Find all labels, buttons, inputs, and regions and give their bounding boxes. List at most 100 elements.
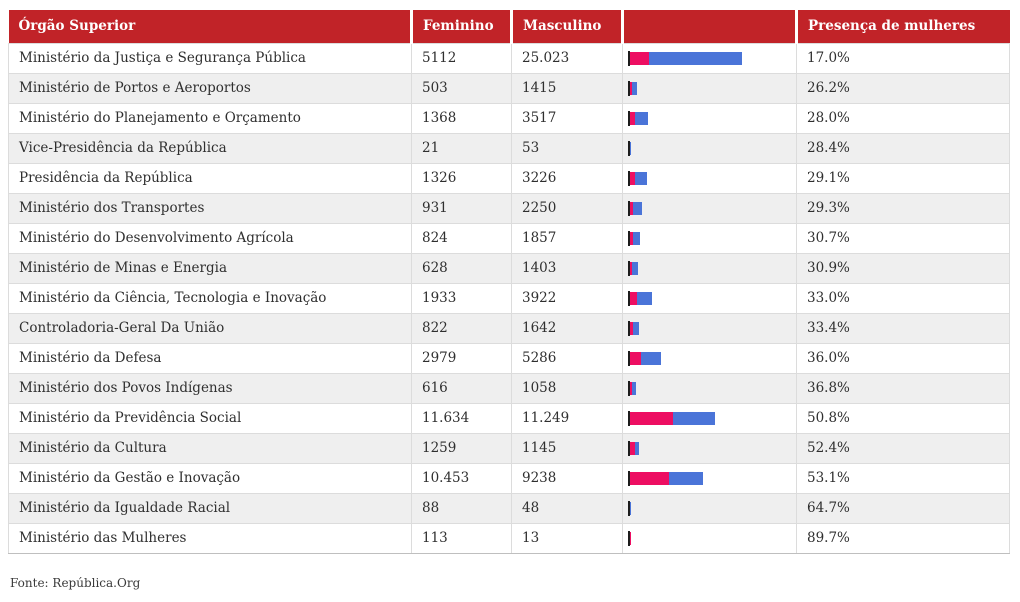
table-row: Ministério da Ciência, Tecnologia e Inov… bbox=[8, 282, 1010, 314]
axis-tick bbox=[628, 290, 630, 306]
bar-feminino bbox=[630, 171, 635, 185]
cell-orgao: Ministério da Gestão e Inovação bbox=[8, 462, 412, 494]
cell-masculino: 9238 bbox=[511, 462, 623, 494]
stacked-bar bbox=[628, 530, 793, 546]
cell-feminino: 2979 bbox=[411, 342, 512, 374]
stacked-bar bbox=[628, 50, 793, 66]
stacked-bar bbox=[628, 80, 793, 96]
cell-bar bbox=[622, 282, 797, 314]
cell-presenca: 36.8% bbox=[796, 372, 1010, 404]
table-row: Vice-Presidência da República 21 53 28.4% bbox=[8, 132, 1010, 164]
cell-masculino: 1642 bbox=[511, 312, 623, 344]
bar-feminino bbox=[630, 411, 674, 425]
cell-feminino: 1933 bbox=[411, 282, 512, 314]
bar-masculino bbox=[634, 441, 639, 455]
cell-masculino: 1145 bbox=[511, 432, 623, 464]
cell-masculino: 13 bbox=[511, 522, 623, 554]
bar-feminino bbox=[630, 261, 633, 275]
cell-presenca: 29.1% bbox=[796, 162, 1010, 194]
cell-masculino: 1058 bbox=[511, 372, 623, 404]
bar-masculino bbox=[649, 51, 742, 65]
axis-tick bbox=[628, 110, 630, 126]
cell-masculino: 3517 bbox=[511, 102, 623, 134]
cell-orgao: Presidência da República bbox=[8, 162, 412, 194]
stacked-bar bbox=[628, 470, 793, 486]
stacked-bar bbox=[628, 110, 793, 126]
cell-orgao: Ministério dos Povos Indígenas bbox=[8, 372, 412, 404]
cell-bar bbox=[622, 462, 797, 494]
bar-feminino bbox=[630, 441, 635, 455]
cell-feminino: 5112 bbox=[411, 42, 512, 74]
bar-feminino bbox=[630, 81, 632, 95]
cell-orgao: Ministério da Cultura bbox=[8, 432, 412, 464]
bar-masculino bbox=[633, 321, 640, 335]
cell-feminino: 628 bbox=[411, 252, 512, 284]
cell-feminino: 21 bbox=[411, 132, 512, 164]
bar-feminino bbox=[630, 471, 669, 485]
cell-bar bbox=[622, 492, 797, 524]
table-row: Ministério dos Povos Indígenas 616 1058 36.… bbox=[8, 372, 1010, 404]
bar-masculino bbox=[633, 231, 640, 245]
cell-presenca: 89.7% bbox=[796, 522, 1010, 554]
bar-feminino bbox=[630, 291, 638, 305]
cell-bar bbox=[622, 522, 797, 554]
cell-orgao: Ministério do Planejamento e Orçamento bbox=[8, 102, 412, 134]
cell-feminino: 1326 bbox=[411, 162, 512, 194]
cell-presenca: 64.7% bbox=[796, 492, 1010, 524]
table-row: Controladoria-Geral Da União 822 1642 33.4% bbox=[8, 312, 1010, 344]
cell-bar bbox=[622, 42, 797, 74]
cell-presenca: 17.0% bbox=[796, 42, 1010, 74]
bar-masculino bbox=[635, 111, 649, 125]
cell-orgao: Controladoria-Geral Da União bbox=[8, 312, 412, 344]
bar-feminino bbox=[630, 321, 634, 335]
bar-masculino bbox=[632, 261, 638, 275]
cell-presenca: 53.1% bbox=[796, 462, 1010, 494]
cell-orgao: Ministério do Desenvolvimento Agrícola bbox=[8, 222, 412, 254]
table-row: Presidência da República 1326 3226 29.1% bbox=[8, 162, 1010, 194]
cell-feminino: 503 bbox=[411, 72, 512, 104]
gender-presence-table: Órgão Superior Feminino Masculino Presen… bbox=[8, 10, 1010, 554]
cell-feminino: 931 bbox=[411, 192, 512, 224]
column-header-orgao-superior: Órgão Superior bbox=[8, 10, 413, 43]
cell-masculino: 25.023 bbox=[511, 42, 623, 74]
cell-masculino: 11.249 bbox=[511, 402, 623, 434]
cell-presenca: 29.3% bbox=[796, 192, 1010, 224]
cell-bar bbox=[622, 252, 797, 284]
stacked-bar bbox=[628, 140, 793, 156]
cell-feminino: 11.634 bbox=[411, 402, 512, 434]
column-header-bar bbox=[622, 10, 798, 43]
cell-masculino: 1403 bbox=[511, 252, 623, 284]
cell-presenca: 30.7% bbox=[796, 222, 1010, 254]
cell-presenca: 36.0% bbox=[796, 342, 1010, 374]
cell-orgao: Ministério de Minas e Energia bbox=[8, 252, 412, 284]
bar-masculino bbox=[632, 381, 637, 395]
table-row: Ministério de Minas e Energia 628 1403 30.9… bbox=[8, 252, 1010, 284]
table-row: Ministério da Defesa 2979 5286 36.0% bbox=[8, 342, 1010, 374]
cell-feminino: 1259 bbox=[411, 432, 512, 464]
cell-feminino: 616 bbox=[411, 372, 512, 404]
column-header-masculino: Masculino bbox=[511, 10, 624, 43]
axis-tick bbox=[628, 140, 630, 156]
table-row: Ministério do Planejamento e Orçamento 13… bbox=[8, 102, 1010, 134]
stacked-bar bbox=[628, 200, 793, 216]
cell-presenca: 26.2% bbox=[796, 72, 1010, 104]
stacked-bar bbox=[628, 320, 793, 336]
cell-orgao: Ministério dos Transportes bbox=[8, 192, 412, 224]
axis-tick bbox=[628, 50, 630, 66]
cell-bar bbox=[622, 402, 797, 434]
bar-feminino bbox=[630, 111, 636, 125]
bar-masculino bbox=[641, 351, 661, 365]
cell-presenca: 28.0% bbox=[796, 102, 1010, 134]
cell-presenca: 33.4% bbox=[796, 312, 1010, 344]
header-row: Órgão Superior Feminino Masculino Presen… bbox=[8, 10, 1010, 43]
cell-masculino: 3922 bbox=[511, 282, 623, 314]
table-row: Ministério da Cultura 1259 1145 52.4% bbox=[8, 432, 1010, 464]
cell-feminino: 113 bbox=[411, 522, 512, 554]
cell-orgao: Vice-Presidência da República bbox=[8, 132, 412, 164]
table-row: Ministério da Igualdade Racial 88 48 64.7% bbox=[8, 492, 1010, 524]
cell-presenca: 28.4% bbox=[796, 132, 1010, 164]
bar-masculino bbox=[668, 471, 704, 485]
cell-orgao: Ministério de Portos e Aeroportos bbox=[8, 72, 412, 104]
cell-bar bbox=[622, 102, 797, 134]
